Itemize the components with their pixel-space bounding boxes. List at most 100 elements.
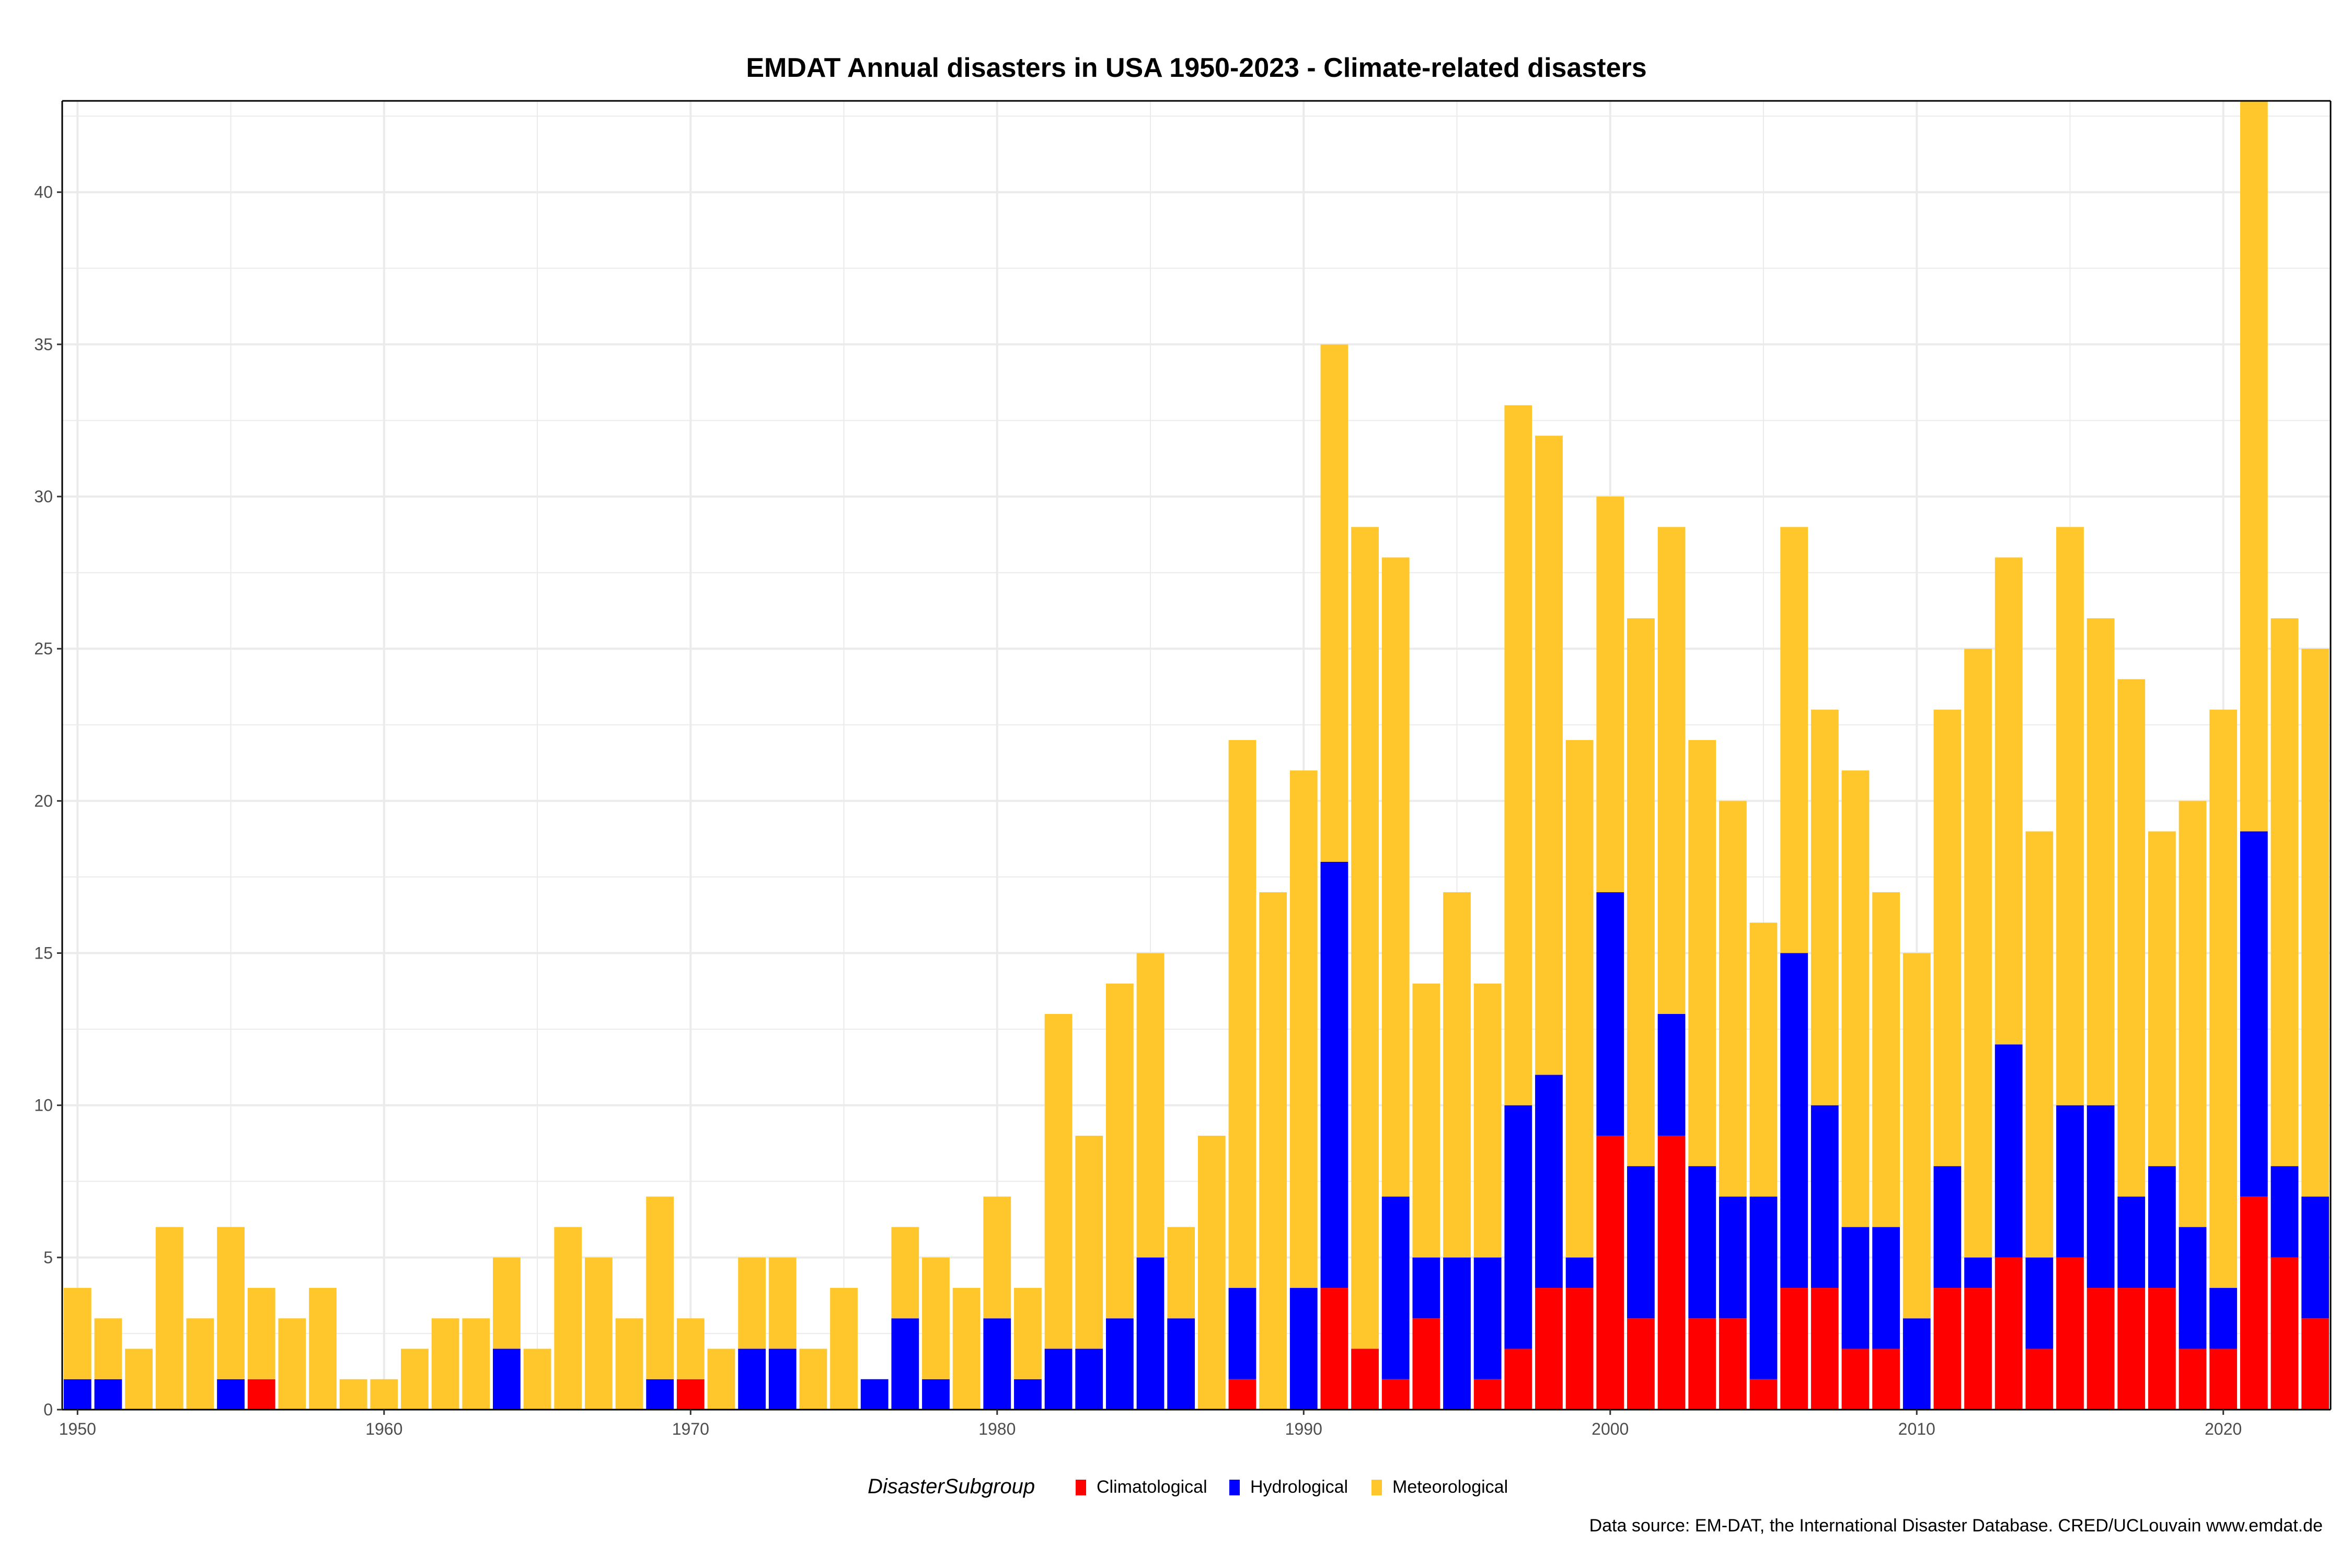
bar-meteorological-1977 — [891, 1227, 919, 1319]
bar-meteorological-2015 — [2056, 527, 2084, 1105]
bar-meteorological-2004 — [1719, 801, 1747, 1197]
bar-meteorological-2010 — [1903, 953, 1931, 1319]
bar-climatological-2014 — [2025, 1348, 2054, 1410]
bar-meteorological-1956 — [247, 1288, 275, 1379]
bar-meteorological-1993 — [1381, 557, 1410, 1197]
bar-hydrological-1964 — [493, 1348, 521, 1410]
bar-climatological-1992 — [1351, 1348, 1379, 1410]
bar-hydrological-2003 — [1688, 1166, 1716, 1319]
bar-meteorological-2022 — [2270, 618, 2299, 1167]
bar-climatological-2001 — [1627, 1318, 1655, 1410]
bar-hydrological-1991 — [1320, 861, 1348, 1288]
bar-hydrological-2004 — [1719, 1196, 1747, 1319]
bar-hydrological-1955 — [217, 1379, 245, 1410]
x-tick-label: 1970 — [672, 1420, 709, 1438]
bar-meteorological-1953 — [155, 1227, 183, 1410]
bar-meteorological-1999 — [1565, 740, 1594, 1258]
bar-meteorological-1967 — [584, 1257, 613, 1410]
x-tick-label: 2010 — [1898, 1420, 1935, 1438]
bar-meteorological-2013 — [1994, 557, 2023, 1045]
bar-hydrological-1982 — [1044, 1348, 1073, 1410]
bar-climatological-2017 — [2117, 1288, 2146, 1410]
bar-meteorological-1979 — [952, 1288, 981, 1410]
bar-climatological-1998 — [1535, 1288, 1563, 1410]
bar-meteorological-2008 — [1841, 770, 1870, 1227]
x-tick-label: 1990 — [1285, 1420, 1322, 1438]
bar-meteorological-1983 — [1075, 1135, 1103, 1349]
bar-meteorological-1966 — [554, 1227, 582, 1410]
bar-hydrological-1983 — [1075, 1348, 1103, 1410]
bar-climatological-2005 — [1749, 1379, 1778, 1410]
bar-climatological-2000 — [1596, 1135, 1624, 1410]
bar-hydrological-1993 — [1381, 1196, 1410, 1379]
bar-hydrological-2014 — [2025, 1257, 2054, 1349]
bar-hydrological-1985 — [1136, 1257, 1165, 1410]
bar-hydrological-2017 — [2117, 1196, 2146, 1288]
x-tick-labels: 1950 1960 1970 1980 1990 2000 2010 2020 — [59, 1410, 2242, 1438]
bar-meteorological-1980 — [983, 1196, 1011, 1319]
bar-meteorological-1978 — [922, 1257, 950, 1379]
bar-meteorological-1955 — [217, 1227, 245, 1379]
bar-climatological-2019 — [2178, 1348, 2207, 1410]
legend-key-meteorological — [1371, 1480, 1382, 1495]
y-tick-label: 20 — [34, 791, 53, 810]
bar-hydrological-1984 — [1105, 1318, 1134, 1410]
bar-meteorological-1950 — [63, 1288, 91, 1379]
bar-hydrological-1990 — [1289, 1288, 1318, 1410]
bar-climatological-1956 — [247, 1379, 275, 1410]
bar-climatological-1988 — [1228, 1379, 1256, 1410]
bar-climatological-2002 — [1657, 1135, 1686, 1410]
bar-hydrological-2009 — [1872, 1227, 1900, 1349]
bar-meteorological-1959 — [339, 1379, 367, 1410]
bar-hydrological-1994 — [1412, 1257, 1440, 1319]
bar-meteorological-1994 — [1412, 983, 1440, 1258]
bar-meteorological-1964 — [493, 1257, 521, 1349]
bar-meteorological-1965 — [523, 1348, 551, 1410]
bar-hydrological-1996 — [1473, 1257, 1502, 1379]
bar-meteorological-1998 — [1535, 435, 1563, 1075]
x-tick-label: 1950 — [59, 1420, 96, 1438]
bar-climatological-1993 — [1381, 1379, 1410, 1410]
bar-climatological-2006 — [1780, 1288, 1808, 1410]
bar-climatological-2023 — [2301, 1318, 2330, 1410]
legend-label-hydrological: Hydrological — [1250, 1477, 1348, 1497]
bar-hydrological-1997 — [1504, 1105, 1532, 1349]
bar-meteorological-2006 — [1780, 527, 1808, 953]
bar-climatological-1994 — [1412, 1318, 1440, 1410]
bar-hydrological-1973 — [768, 1348, 797, 1410]
bar-climatological-2004 — [1719, 1318, 1747, 1410]
bar-meteorological-2018 — [2148, 831, 2176, 1167]
bar-climatological-2021 — [2240, 1196, 2268, 1410]
bar-meteorological-1982 — [1044, 1013, 1073, 1349]
bar-climatological-2020 — [2209, 1348, 2238, 1410]
bar-hydrological-2022 — [2270, 1166, 2299, 1258]
bar-meteorological-2021 — [2240, 101, 2268, 832]
bar-meteorological-2016 — [2086, 618, 2115, 1105]
bar-hydrological-1977 — [891, 1318, 919, 1410]
bar-climatological-1996 — [1473, 1379, 1502, 1410]
bar-hydrological-1981 — [1014, 1379, 1042, 1410]
bar-hydrological-1972 — [738, 1348, 766, 1410]
bar-climatological-2018 — [2148, 1288, 2176, 1410]
bar-hydrological-2019 — [2178, 1227, 2207, 1349]
y-tick-label: 30 — [34, 487, 53, 506]
bar-climatological-2015 — [2056, 1257, 2084, 1410]
x-tick-label: 1980 — [978, 1420, 1016, 1438]
bar-meteorological-1961 — [401, 1348, 429, 1410]
bar-hydrological-2018 — [2148, 1166, 2176, 1288]
y-tick-label: 0 — [43, 1400, 53, 1419]
bar-meteorological-1971 — [707, 1348, 735, 1410]
bar-climatological-2013 — [1994, 1257, 2023, 1410]
bar-hydrological-1951 — [94, 1379, 122, 1410]
y-tick-labels: 0 5 10 15 20 25 30 35 40 — [34, 183, 62, 1419]
bar-meteorological-1985 — [1136, 953, 1165, 1258]
bar-hydrological-2011 — [1933, 1166, 1962, 1288]
bar-meteorological-1973 — [768, 1257, 797, 1349]
bar-climatological-2007 — [1811, 1288, 1839, 1410]
bar-meteorological-2005 — [1749, 923, 1778, 1197]
bar-meteorological-1990 — [1289, 770, 1318, 1288]
bar-meteorological-1981 — [1014, 1288, 1042, 1379]
legend-label-meteorological: Meteorological — [1392, 1477, 1508, 1497]
bar-meteorological-2014 — [2025, 831, 2054, 1258]
bar-meteorological-1987 — [1197, 1135, 1226, 1410]
